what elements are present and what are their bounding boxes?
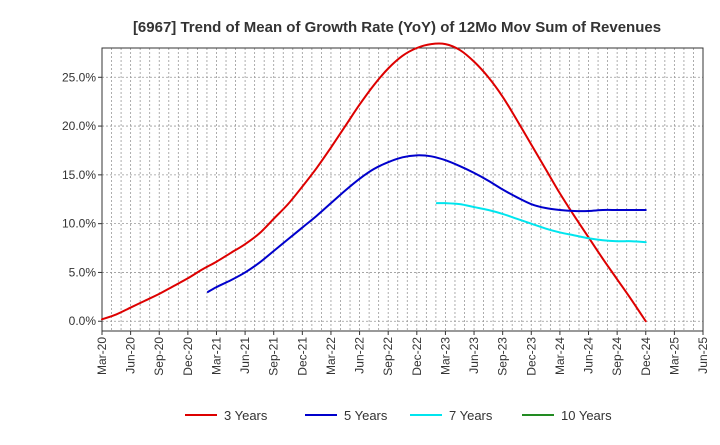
series-line-3-years bbox=[101, 42, 647, 323]
legend-label-10-years: 10 Years bbox=[561, 408, 612, 423]
x-tick-label: Jun-21 bbox=[238, 337, 252, 374]
x-tick-label: Mar-25 bbox=[667, 337, 681, 375]
x-tick-label: Mar-21 bbox=[209, 337, 223, 375]
legend: 3 Years 5 Years 7 Years 10 Years bbox=[185, 408, 612, 423]
x-tick-label: Jun-22 bbox=[353, 337, 367, 374]
plot-area: 0.0% 5.0% 10.0% 15.0% 20.0% 25.0% Mar-20 Jun-20… bbox=[62, 42, 710, 376]
x-tick-label: Sep-22 bbox=[381, 337, 395, 376]
x-tick-label: Jun-20 bbox=[124, 337, 138, 374]
chart-title: [6967] Trend of Mean of Growth Rate (YoY… bbox=[133, 19, 661, 36]
x-tick-label: Mar-20 bbox=[95, 337, 109, 375]
plot-border bbox=[101, 47, 704, 332]
x-tick-label: Sep-21 bbox=[267, 337, 281, 376]
x-tick-label: Dec-24 bbox=[639, 337, 653, 376]
x-tick-label: Dec-20 bbox=[181, 337, 195, 376]
plot-background bbox=[102, 48, 703, 331]
x-tick-label: Dec-22 bbox=[410, 337, 424, 376]
x-tick-label: Sep-24 bbox=[610, 337, 624, 376]
x-tick-label: Mar-23 bbox=[438, 337, 452, 375]
series-line-7-years bbox=[435, 202, 647, 244]
x-tick-label: Jun-24 bbox=[582, 337, 596, 374]
legend-label-3-years: 3 Years bbox=[224, 408, 268, 423]
y-tick-label: 15.0% bbox=[62, 168, 96, 182]
y-tick-label: 5.0% bbox=[69, 265, 97, 279]
x-tick-label: Sep-23 bbox=[496, 337, 510, 376]
x-tick-label: Dec-23 bbox=[524, 337, 538, 376]
series-line-5-years bbox=[206, 154, 647, 293]
x-tick-label: Jun-25 bbox=[696, 337, 710, 374]
legend-label-5-years: 5 Years bbox=[344, 408, 388, 423]
x-tick-label: Mar-24 bbox=[553, 337, 567, 375]
x-tick-label: Jun-23 bbox=[467, 337, 481, 374]
x-tick-label: Mar-22 bbox=[324, 337, 338, 375]
y-tick-label: 0.0% bbox=[69, 314, 97, 328]
y-tick-label: 25.0% bbox=[62, 70, 96, 84]
legend-label-7-years: 7 Years bbox=[449, 408, 493, 423]
x-tick-label: Dec-21 bbox=[295, 337, 309, 376]
x-tick-label: Sep-20 bbox=[152, 337, 166, 376]
y-tick-label: 10.0% bbox=[62, 217, 96, 231]
y-tick-label: 20.0% bbox=[62, 119, 96, 133]
